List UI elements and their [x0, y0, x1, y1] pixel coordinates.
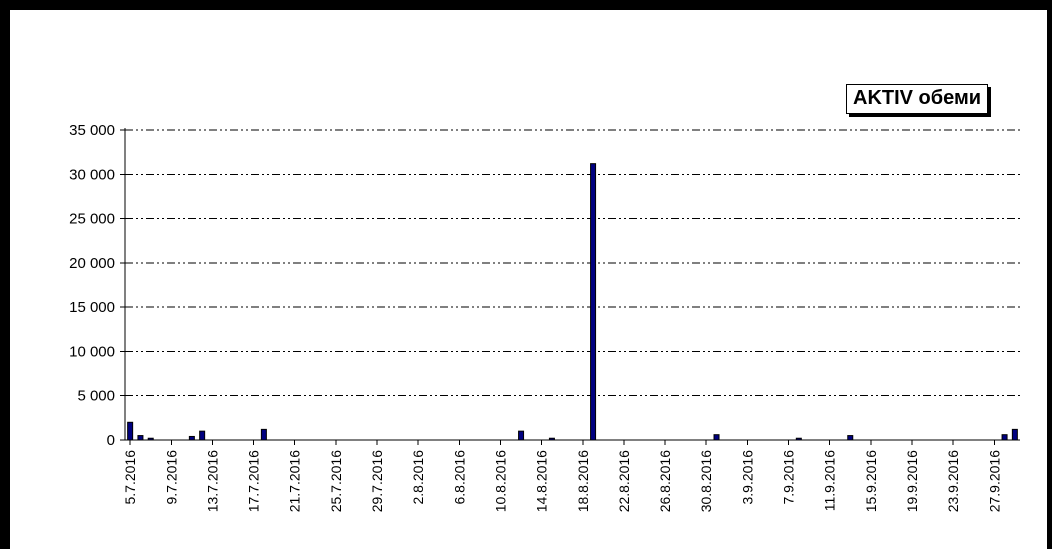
x-tick-label: 17.7.2016: [246, 450, 262, 512]
legend: AKTIV обеми: [846, 84, 989, 114]
y-tick-label: 25 000: [69, 211, 115, 228]
x-tick-label: 18.8.2016: [575, 450, 591, 512]
x-tick-label: 23.9.2016: [945, 450, 961, 512]
x-tick-label: 19.9.2016: [904, 450, 920, 512]
bar: [1001, 434, 1008, 441]
x-tick-label: 26.8.2016: [657, 450, 673, 512]
x-tick-label: 27.9.2016: [986, 450, 1002, 512]
x-tick-label: 7.9.2016: [781, 450, 797, 505]
x-tick-label: 10.8.2016: [492, 450, 508, 512]
x-tick-label: 5.7.2016: [122, 450, 138, 505]
y-tick-label: 15 000: [69, 299, 115, 316]
x-tick-label: 29.7.2016: [369, 450, 385, 512]
frame-border-top: [0, 0, 1052, 10]
legend-label: AKTIV обеми: [853, 87, 982, 109]
x-tick-label: 14.8.2016: [534, 450, 550, 512]
bar: [518, 430, 525, 441]
bar: [795, 437, 802, 441]
x-tick-label: 22.8.2016: [616, 450, 632, 512]
y-tick-label: 30 000: [69, 166, 115, 183]
bar: [847, 435, 854, 441]
x-tick-label: 9.7.2016: [163, 450, 179, 505]
x-tick-label: 30.8.2016: [698, 450, 714, 512]
bar: [147, 437, 154, 441]
bar: [199, 430, 206, 441]
y-tick-label: 10 000: [69, 343, 115, 360]
bar: [548, 437, 555, 441]
x-tick-label: 3.9.2016: [739, 450, 755, 505]
bar: [713, 434, 720, 441]
x-tick-label: 6.8.2016: [451, 450, 467, 505]
y-tick-label: 0: [107, 432, 115, 449]
bar: [127, 421, 134, 441]
y-tick-label: 20 000: [69, 255, 115, 272]
x-tick-label: 25.7.2016: [328, 450, 344, 512]
bar: [590, 163, 597, 441]
bar: [137, 435, 144, 441]
y-tick-label: 5 000: [77, 388, 115, 405]
frame-border-left: [0, 0, 10, 549]
bar: [188, 435, 195, 441]
x-tick-label: 13.7.2016: [204, 450, 220, 512]
bar: [1011, 428, 1018, 441]
bar: [260, 428, 267, 441]
x-tick-label: 21.7.2016: [287, 450, 303, 512]
y-tick-label: 35 000: [69, 122, 115, 139]
x-tick-label: 15.9.2016: [863, 450, 879, 512]
x-tick-label: 2.8.2016: [410, 450, 426, 505]
x-tick-label: 11.9.2016: [822, 450, 838, 511]
frame-border-right: [1047, 0, 1052, 549]
